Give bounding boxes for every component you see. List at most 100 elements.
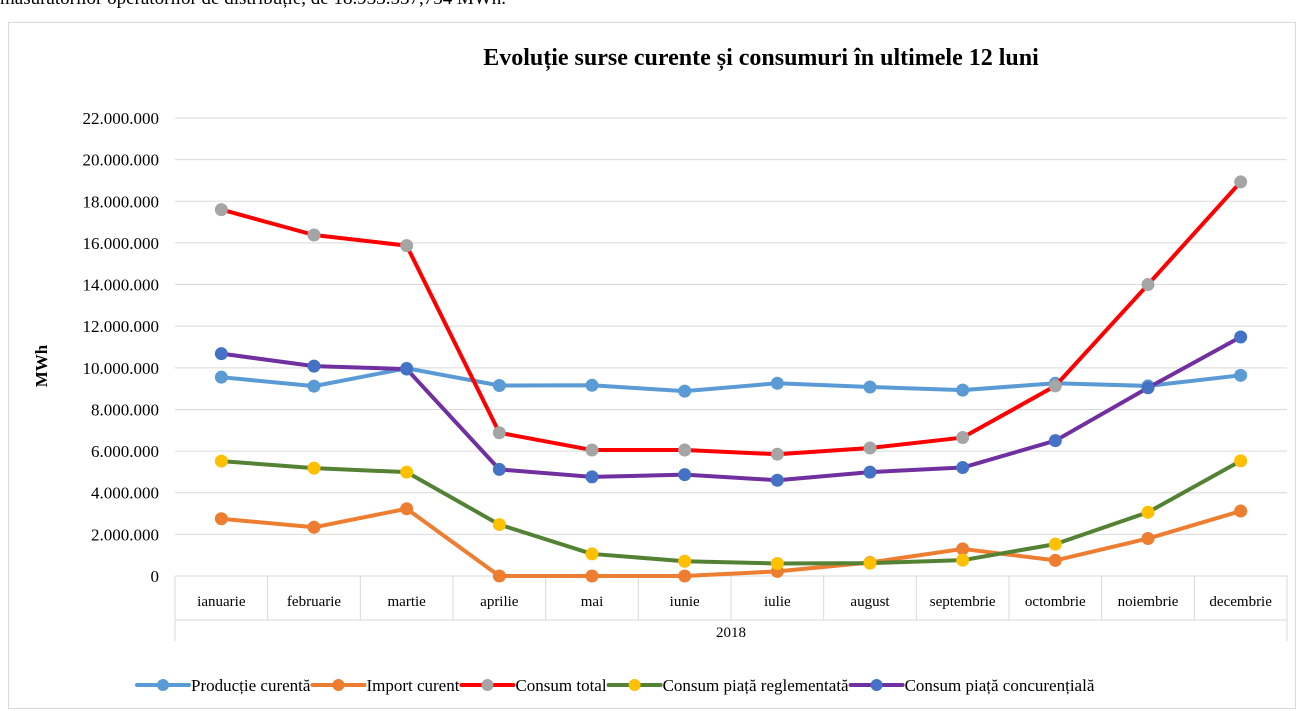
data-point bbox=[586, 470, 599, 483]
legend-marker bbox=[629, 679, 641, 691]
data-point bbox=[493, 518, 506, 531]
series-layer bbox=[215, 175, 1247, 582]
y-tick-label: 14.000.000 bbox=[83, 276, 160, 295]
data-point bbox=[771, 448, 784, 461]
data-point bbox=[400, 363, 413, 376]
data-point bbox=[1142, 532, 1155, 545]
legend-item: Producție curentă bbox=[137, 676, 311, 695]
data-point bbox=[1049, 554, 1062, 567]
data-point bbox=[1234, 454, 1247, 467]
y-tick-label: 0 bbox=[151, 567, 160, 586]
data-point bbox=[215, 347, 228, 360]
data-point bbox=[1142, 506, 1155, 519]
y-tick-label: 6.000.000 bbox=[91, 442, 159, 461]
y-tick-label: 2.000.000 bbox=[91, 525, 159, 544]
legend-marker bbox=[481, 679, 493, 691]
page-text-line: măsurătorilor operatorilor de distribuți… bbox=[0, 0, 506, 10]
data-point bbox=[400, 466, 413, 479]
data-point bbox=[956, 554, 969, 567]
data-point bbox=[1049, 538, 1062, 551]
data-point bbox=[400, 239, 413, 252]
y-axis-label: MWh bbox=[32, 344, 51, 387]
data-point bbox=[771, 557, 784, 570]
x-tick-label: octombrie bbox=[1025, 594, 1086, 610]
data-point bbox=[215, 371, 228, 384]
x-tick-label: septembrie bbox=[930, 594, 996, 610]
grid-lines bbox=[175, 118, 1287, 576]
data-point bbox=[678, 385, 691, 398]
series-line bbox=[221, 509, 1240, 576]
data-point bbox=[493, 426, 506, 439]
data-point bbox=[771, 474, 784, 487]
legend-item: Consum total bbox=[461, 676, 606, 695]
x-tick-label: mai bbox=[581, 594, 604, 610]
data-point bbox=[493, 463, 506, 476]
legend-label: Consum piață reglementată bbox=[663, 676, 849, 695]
data-point bbox=[1234, 175, 1247, 188]
data-point bbox=[308, 360, 321, 373]
y-tick-label: 20.000.000 bbox=[83, 151, 160, 170]
data-point bbox=[864, 466, 877, 479]
x-group-label: 2018 bbox=[716, 625, 746, 641]
legend-marker bbox=[332, 679, 344, 691]
data-point bbox=[956, 431, 969, 444]
data-point bbox=[215, 455, 228, 468]
data-point bbox=[864, 441, 877, 454]
x-tick-label: noiembrie bbox=[1118, 594, 1179, 610]
x-tick-label: aprilie bbox=[480, 594, 519, 610]
legend-label: Consum piață concurențială bbox=[905, 676, 1095, 695]
data-point bbox=[1049, 434, 1062, 447]
data-point bbox=[864, 557, 877, 570]
x-tick-label: ianuarie bbox=[197, 594, 246, 610]
y-tick-label: 10.000.000 bbox=[83, 359, 160, 378]
data-point bbox=[956, 542, 969, 555]
data-point bbox=[308, 521, 321, 534]
x-tick-label: august bbox=[850, 594, 890, 610]
data-point bbox=[1234, 505, 1247, 518]
data-point bbox=[400, 502, 413, 515]
data-point bbox=[308, 462, 321, 475]
data-point bbox=[215, 203, 228, 216]
chart-title: Evoluție surse curente și consumuri în u… bbox=[483, 45, 1039, 71]
chart-container: Evoluție surse curente și consumuri în u… bbox=[8, 22, 1296, 709]
data-point bbox=[586, 379, 599, 392]
legend: Producție curentă Import curent Consum tot… bbox=[137, 676, 1095, 695]
data-point bbox=[586, 547, 599, 560]
data-point bbox=[308, 228, 321, 241]
data-point bbox=[956, 384, 969, 397]
data-point bbox=[493, 570, 506, 583]
data-point bbox=[678, 444, 691, 457]
data-point bbox=[586, 570, 599, 583]
x-tick-label: iunie bbox=[670, 594, 700, 610]
legend-label: Producție curentă bbox=[191, 676, 311, 695]
data-point bbox=[586, 444, 599, 457]
series-line bbox=[221, 182, 1240, 454]
y-tick-labels: 0 2.000.000 4.000.000 6.000.000 8.000.000 10.… bbox=[83, 109, 160, 586]
series bbox=[215, 331, 1247, 487]
data-point bbox=[1234, 331, 1247, 344]
data-point bbox=[678, 468, 691, 481]
x-tick-label: februarie bbox=[287, 594, 341, 610]
chart-svg: Evoluție surse curente și consumuri în u… bbox=[9, 23, 1295, 708]
series bbox=[215, 502, 1247, 582]
data-point bbox=[1142, 278, 1155, 291]
legend-label: Import curent bbox=[366, 676, 459, 695]
series-line bbox=[221, 337, 1240, 480]
legend-item: Consum piață reglementată bbox=[609, 676, 849, 695]
x-tick-label: martie bbox=[388, 594, 427, 610]
y-tick-label: 12.000.000 bbox=[83, 317, 160, 336]
data-point bbox=[215, 512, 228, 525]
data-point bbox=[956, 461, 969, 474]
legend-item: Consum piață concurențială bbox=[851, 676, 1095, 695]
data-point bbox=[308, 380, 321, 393]
data-point bbox=[493, 379, 506, 392]
data-point bbox=[1234, 369, 1247, 382]
legend-marker bbox=[157, 679, 169, 691]
y-tick-label: 4.000.000 bbox=[91, 484, 159, 503]
data-point bbox=[1142, 381, 1155, 394]
x-axis: ianuarie februarie martie aprilie mai iunie iu… bbox=[175, 576, 1287, 641]
y-tick-label: 8.000.000 bbox=[91, 400, 159, 419]
y-tick-label: 18.000.000 bbox=[83, 192, 160, 211]
legend-item: Import curent bbox=[312, 676, 459, 695]
y-tick-label: 22.000.000 bbox=[83, 109, 160, 128]
